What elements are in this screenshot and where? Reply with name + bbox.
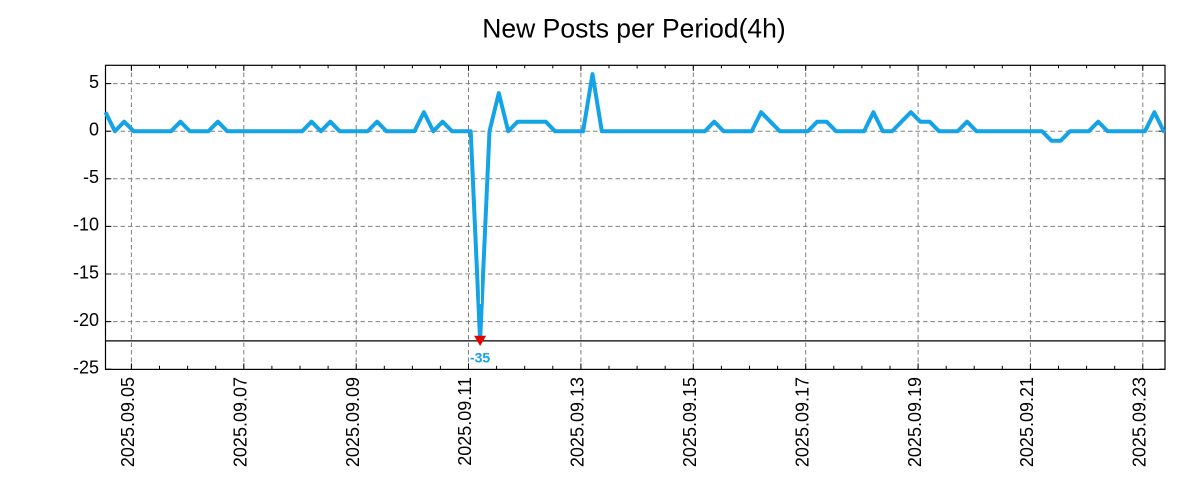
svg-text:2025.09.05: 2025.09.05 xyxy=(118,377,138,467)
svg-text:2025.09.21: 2025.09.21 xyxy=(1017,377,1037,467)
svg-text:2025.09.09: 2025.09.09 xyxy=(343,377,363,467)
svg-text:2025.09.17: 2025.09.17 xyxy=(792,377,812,467)
svg-text:-10: -10 xyxy=(73,215,99,235)
svg-text:2025.09.15: 2025.09.15 xyxy=(680,377,700,467)
svg-text:-20: -20 xyxy=(73,310,99,330)
svg-text:-5: -5 xyxy=(83,167,99,187)
svg-text:5: 5 xyxy=(89,72,99,92)
svg-text:0: 0 xyxy=(89,120,99,140)
svg-text:-25: -25 xyxy=(73,358,99,378)
svg-text:-15: -15 xyxy=(73,262,99,282)
svg-text:2025.09.07: 2025.09.07 xyxy=(231,377,251,467)
svg-text:New Posts per Period(4h): New Posts per Period(4h) xyxy=(482,13,785,43)
svg-text:2025.09.23: 2025.09.23 xyxy=(1130,377,1150,467)
svg-text:2025.09.13: 2025.09.13 xyxy=(568,377,588,467)
svg-text:-35: -35 xyxy=(470,350,490,366)
svg-text:2025.09.19: 2025.09.19 xyxy=(905,377,925,467)
svg-text:2025.09.11: 2025.09.11 xyxy=(455,377,475,466)
